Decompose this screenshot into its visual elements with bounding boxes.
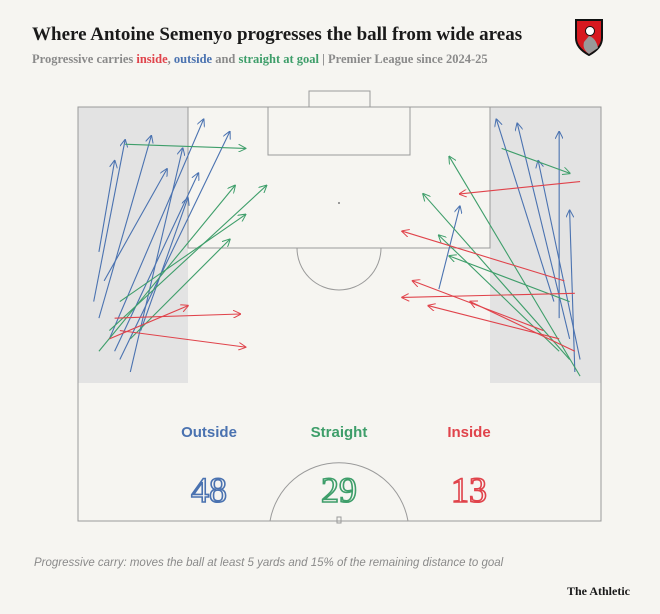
carry-arrow-outside <box>93 140 125 302</box>
carry-arrow-straight <box>129 239 229 340</box>
carry-arrow-straight <box>439 235 560 352</box>
chart-title: Where Antoine Semenyo progresses the bal… <box>32 24 523 45</box>
penalty-arc <box>296 247 382 291</box>
straight-label: Straight <box>311 424 368 441</box>
category-totals: Outside Straight Inside 48 29 13 <box>181 424 491 511</box>
outside-count: 48 <box>191 470 227 510</box>
center-spot <box>336 516 342 524</box>
carry-arrow-outside <box>438 206 460 290</box>
carry-arrows <box>93 119 581 377</box>
six-yard-box <box>267 106 411 156</box>
carry-arrow-outside <box>98 136 151 319</box>
carry-arrow-outside <box>570 211 576 372</box>
subtitle-outside: outside <box>173 52 213 66</box>
outside-label: Outside <box>181 424 237 441</box>
subtitle-prefix: Progressive carries <box>32 52 137 66</box>
carry-arrow-straight <box>125 143 245 148</box>
club-crest-logo <box>575 19 603 56</box>
subtitle-sep: and <box>212 52 239 66</box>
carry-arrow-straight <box>501 147 570 173</box>
chart-subtitle: Progressive carries inside, outside and … <box>32 52 488 67</box>
carry-arrow-straight <box>109 186 266 331</box>
straight-count: 29 <box>321 470 357 510</box>
carry-arrow-inside <box>402 231 565 282</box>
subtitle-inside: inside <box>136 52 168 66</box>
carry-arrow-outside <box>108 119 203 340</box>
carry-arrow-inside <box>114 314 241 319</box>
brand-logo: The Athletic <box>567 584 630 598</box>
carry-arrow-outside <box>517 124 571 339</box>
carry-arrow-inside <box>119 330 246 348</box>
center-circle <box>269 462 409 522</box>
goal <box>308 90 371 108</box>
carry-arrow-straight <box>119 215 246 303</box>
carry-arrow-outside <box>129 148 182 373</box>
carry-arrow-outside <box>103 169 167 282</box>
subtitle-straight: straight at goal <box>238 52 320 66</box>
carry-arrow-inside <box>109 306 187 340</box>
pitch-lines <box>77 90 602 524</box>
carry-arrow-outside <box>98 161 115 252</box>
subtitle-suffix: | Premier League since 2024-25 <box>319 52 488 66</box>
carry-arrow-outside <box>140 198 188 331</box>
subtitle-sep: , <box>167 52 174 66</box>
carry-arrow-inside <box>460 180 581 194</box>
carry-arrow-outside <box>119 132 230 360</box>
carry-arrow-inside <box>470 302 576 352</box>
carry-arrow-inside <box>402 292 575 297</box>
inside-count: 13 <box>451 470 487 510</box>
wide-area-right <box>490 107 601 383</box>
penalty-spot <box>338 202 340 204</box>
carry-arrow-straight <box>423 194 571 360</box>
penalty-area <box>187 106 491 249</box>
footnote: Progressive carry: moves the ball at lea… <box>34 557 504 569</box>
inside-label: Inside <box>447 424 490 441</box>
